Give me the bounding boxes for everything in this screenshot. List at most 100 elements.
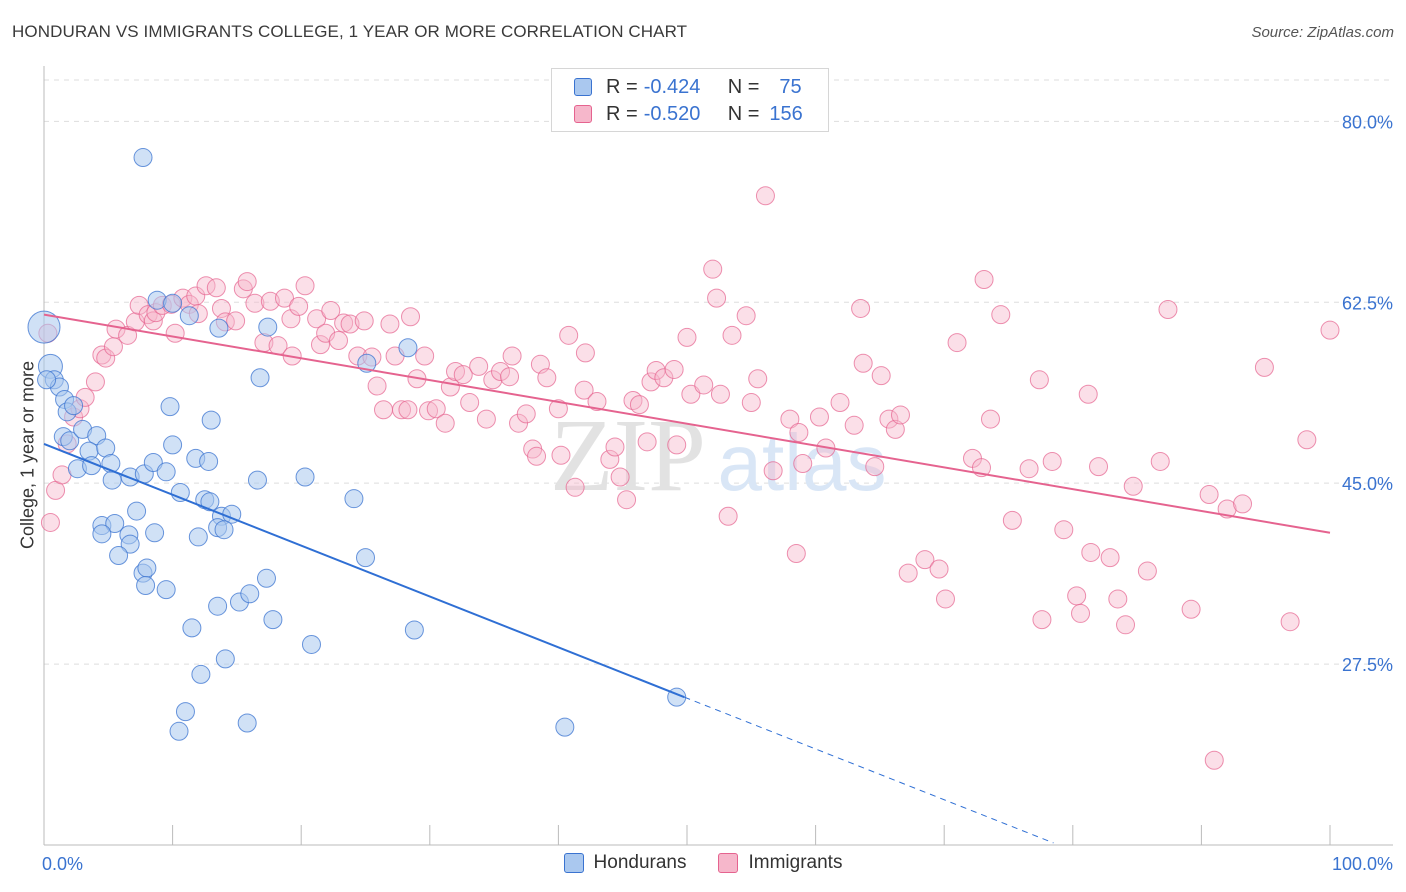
hondurans-point: [147, 290, 167, 310]
immigrants-point: [853, 353, 873, 373]
immigrants-point: [1158, 300, 1178, 319]
r-label: R =: [606, 75, 638, 98]
hondurans-n-value: 75: [779, 75, 802, 98]
immigrants-point: [226, 311, 246, 331]
hondurans-point: [163, 293, 183, 313]
immigrants-point: [637, 432, 657, 452]
immigrants-point: [755, 186, 775, 206]
grid-lines: [44, 79, 1393, 665]
hondurans-point: [145, 523, 165, 543]
immigrants-point: [374, 400, 394, 420]
n-label: N =: [727, 102, 760, 125]
immigrants-legend-swatch: [718, 853, 739, 873]
immigrants-points: [38, 186, 1340, 770]
immigrants-point: [516, 404, 536, 424]
hondurans-point: [404, 620, 424, 640]
hondurans-point: [247, 470, 267, 490]
immigrants-point: [664, 359, 684, 379]
y-tick-label: 80.0%: [1342, 112, 1393, 132]
hondurans-point: [200, 492, 220, 512]
immigrants-point: [1054, 520, 1074, 540]
y-tick-label: 62.5%: [1342, 293, 1393, 313]
hondurans-point: [27, 310, 61, 344]
immigrants-point: [1078, 384, 1098, 404]
legend-item-immigrants[interactable]: Immigrants: [718, 852, 842, 874]
immigrants-point: [1081, 542, 1101, 562]
immigrants-point: [1089, 457, 1109, 477]
immigrants-point: [1123, 476, 1143, 496]
immigrants-point: [1217, 499, 1237, 519]
immigrants-point: [629, 395, 649, 415]
immigrants-trend-line: [43, 313, 1331, 534]
hondurans-point: [214, 520, 234, 540]
watermark: ZIP atlas: [550, 398, 886, 513]
hondurans-point: [199, 451, 219, 471]
immigrants-point: [40, 512, 60, 532]
hondurans-point: [295, 467, 315, 487]
immigrants-point: [885, 419, 905, 439]
hondurans-point: [250, 368, 270, 388]
hondurans-legend-swatch: [563, 853, 584, 873]
immigrants-point: [260, 291, 280, 311]
immigrants-point: [398, 400, 418, 420]
legend-row-hondurans: R = -0.424 N = 75: [574, 75, 802, 99]
chart-title: HONDURAN VS IMMIGRANTS COLLEGE, 1 YEAR O…: [12, 22, 688, 41]
immigrants-point: [1067, 586, 1087, 606]
hondurans-point: [398, 338, 418, 358]
hondurans-point: [182, 618, 202, 638]
immigrants-point: [718, 506, 738, 526]
immigrants-point: [1042, 451, 1062, 471]
immigrants-point: [1029, 370, 1049, 390]
hondurans-point: [37, 370, 57, 390]
immigrants-point: [401, 307, 421, 327]
hondurans-point: [105, 513, 125, 533]
immigrants-point: [710, 384, 730, 404]
hondurans-point: [109, 546, 129, 566]
hondurans-point: [208, 596, 228, 616]
immigrants-point: [565, 477, 585, 497]
immigrants-point: [380, 314, 400, 334]
immigrants-point: [476, 409, 496, 429]
immigrants-point: [367, 376, 387, 396]
immigrants-point: [1320, 320, 1340, 340]
hondurans-point: [156, 462, 176, 482]
immigrants-point: [947, 333, 967, 353]
immigrants-point: [748, 369, 768, 389]
immigrants-point: [206, 278, 226, 298]
legend-row-immigrants: R = -0.520 N = 156: [574, 102, 803, 126]
immigrants-point: [707, 288, 727, 308]
y-axis-label: College, 1 year or more: [17, 360, 38, 550]
hondurans-point: [258, 317, 278, 337]
immigrants-point: [460, 393, 480, 413]
x-tick-label: 0.0%: [42, 854, 83, 874]
immigrants-point: [85, 372, 105, 392]
immigrants-point: [1254, 357, 1274, 377]
immigrants-swatch: [574, 105, 592, 123]
hondurans-point: [201, 410, 221, 430]
hondurans-point: [120, 534, 140, 554]
immigrants-point: [453, 365, 473, 385]
immigrants-point: [392, 400, 412, 420]
hondurans-trend-line: [43, 442, 685, 699]
tick-labels: 27.5% 45.0% 62.5% 80.0% 0.0% 100.0%: [42, 112, 1393, 874]
immigrants-point: [780, 409, 800, 429]
immigrants-point: [980, 409, 1000, 429]
immigrants-point: [559, 325, 579, 345]
hondurans-point: [356, 548, 375, 568]
immigrants-point: [575, 343, 595, 363]
hondurans-point: [160, 397, 180, 417]
immigrants-point: [1297, 430, 1317, 450]
immigrants-point: [537, 368, 557, 388]
immigrants-point: [974, 270, 994, 290]
hondurans-point: [127, 501, 147, 521]
legend-item-hondurans[interactable]: Hondurans: [563, 852, 686, 874]
immigrants-point: [310, 335, 330, 355]
hondurans-point: [163, 435, 183, 455]
series-legend: Hondurans Immigrants: [0, 852, 1406, 874]
hondurans-point: [133, 148, 153, 168]
immigrants-point: [617, 490, 637, 510]
immigrants-point: [1002, 510, 1022, 530]
immigrants-point: [419, 401, 439, 421]
immigrants-point: [1204, 750, 1224, 770]
